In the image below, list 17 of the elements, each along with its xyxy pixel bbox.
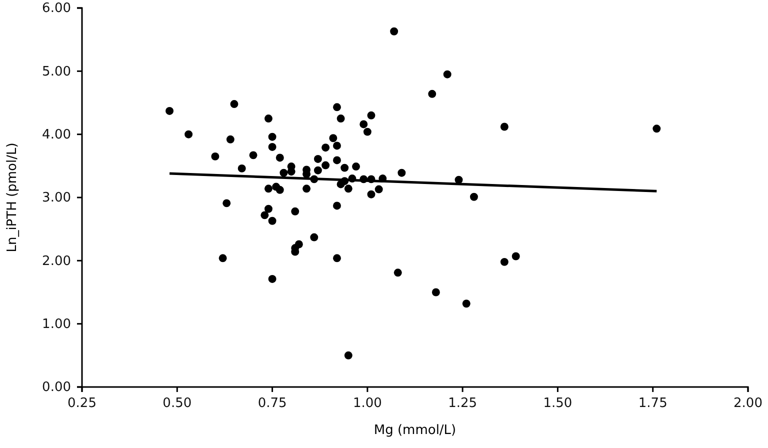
- x-tick-label: 1.25: [448, 396, 478, 412]
- x-tick-label: 1.75: [638, 396, 668, 412]
- y-tick-label: 3.00: [42, 190, 71, 206]
- x-axis-title: Mg (mmol/L): [374, 423, 456, 438]
- y-tick-label: 5.00: [42, 64, 71, 80]
- x-tick-label: 1.50: [543, 396, 572, 412]
- y-tick-label: 0.00: [42, 380, 71, 396]
- x-tick-label: 0.50: [162, 396, 192, 412]
- x-tick-label: 1.00: [352, 396, 382, 412]
- y-tick-label: 6.00: [42, 1, 71, 16]
- y-tick-label: 2.00: [42, 254, 71, 269]
- x-tick-label: 2.00: [734, 396, 762, 412]
- x-tick-label: 0.25: [68, 396, 96, 412]
- x-tick-label: 0.75: [258, 396, 287, 412]
- y-axis-title: Ln_iPTH (pmol/L): [5, 142, 20, 252]
- y-tick-label: 4.00: [42, 127, 71, 142]
- y-tick-label: 1.00: [42, 316, 71, 332]
